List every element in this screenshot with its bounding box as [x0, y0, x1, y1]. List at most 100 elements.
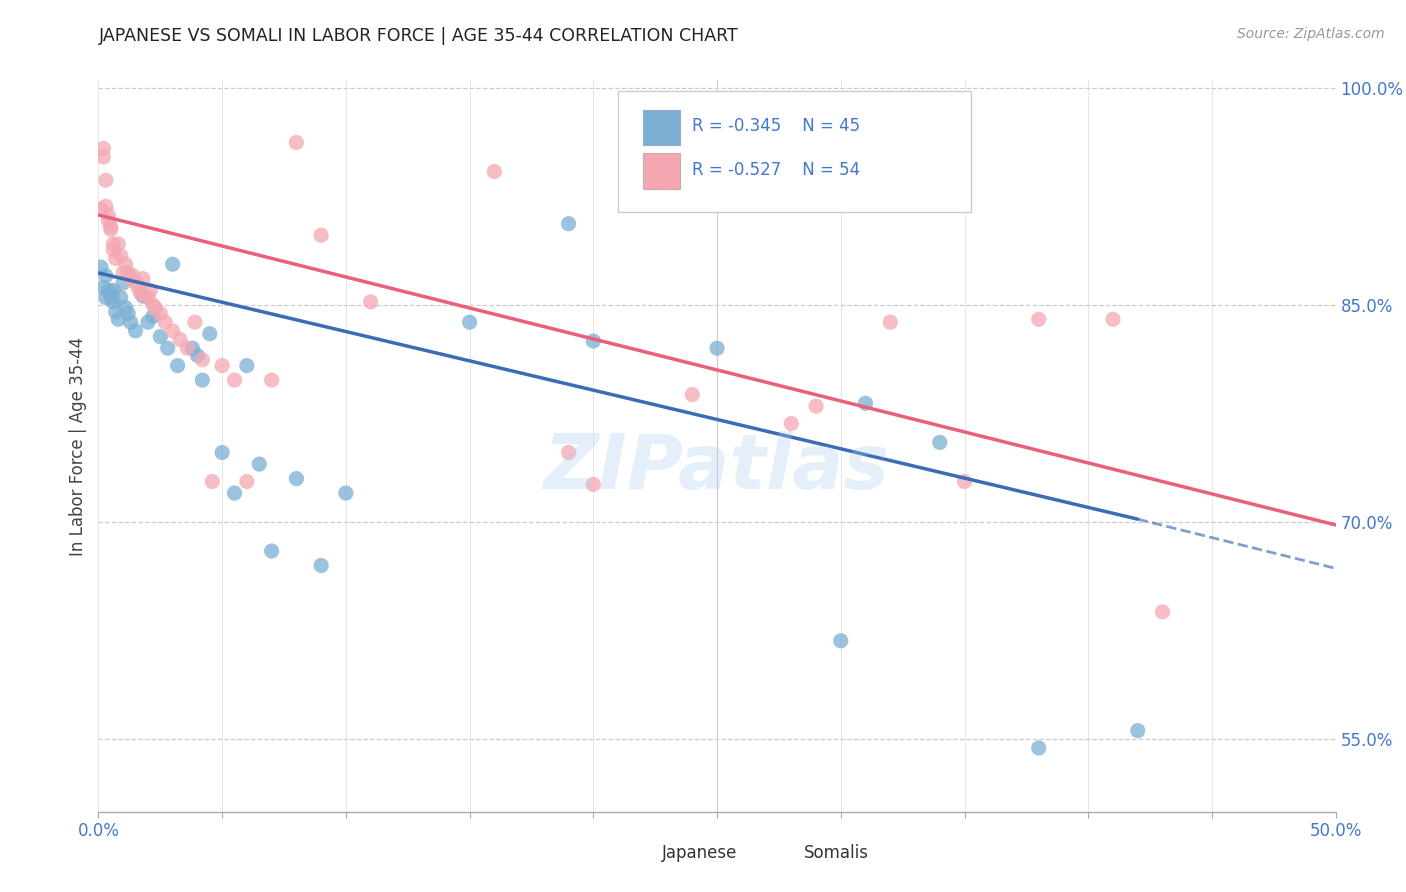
Point [224, 486, 246, 500]
Point [103, 283, 125, 297]
Point [166, 359, 188, 373]
Point [186, 349, 208, 363]
Point [285, 472, 308, 486]
Point [129, 286, 152, 301]
Point [458, 315, 481, 329]
Point [191, 352, 214, 367]
Point [94, 173, 117, 187]
Point [139, 283, 162, 297]
Point [176, 341, 198, 355]
Y-axis label: In Labor Force | Age 35-44: In Labor Force | Age 35-44 [69, 336, 87, 556]
Point [162, 324, 184, 338]
Text: Somalis: Somalis [804, 845, 869, 863]
Point [184, 315, 207, 329]
Point [681, 387, 703, 401]
Point [112, 276, 135, 290]
Point [953, 475, 976, 489]
Point [100, 286, 122, 301]
Point [335, 486, 357, 500]
Point [114, 301, 136, 315]
Point [90, 202, 112, 217]
Point [103, 243, 125, 257]
Point [97, 283, 120, 297]
Point [120, 315, 142, 329]
Point [1126, 723, 1149, 738]
Point [169, 333, 191, 347]
Point [582, 477, 605, 491]
Point [582, 334, 605, 348]
Point [112, 266, 135, 280]
Point [780, 417, 803, 431]
Point [155, 315, 177, 329]
Point [97, 214, 120, 228]
Point [100, 291, 122, 305]
Point [107, 236, 129, 251]
Point [360, 294, 382, 309]
Point [134, 289, 156, 303]
Point [94, 199, 117, 213]
Point [100, 222, 122, 236]
FancyBboxPatch shape [643, 110, 681, 145]
Point [117, 266, 139, 280]
Point [162, 257, 184, 271]
Point [830, 633, 852, 648]
Point [211, 359, 233, 373]
Text: R = -0.527    N = 54: R = -0.527 N = 54 [692, 161, 860, 179]
Point [149, 306, 172, 320]
Point [104, 252, 127, 266]
Point [156, 341, 179, 355]
Point [110, 291, 132, 305]
Point [211, 445, 233, 459]
Point [136, 291, 159, 305]
Point [201, 475, 224, 489]
Point [124, 275, 146, 289]
Point [1152, 605, 1174, 619]
Point [706, 341, 728, 355]
Point [110, 248, 132, 262]
Point [1028, 741, 1050, 756]
Point [107, 312, 129, 326]
Point [132, 271, 155, 285]
Point [142, 310, 165, 324]
Point [93, 150, 115, 164]
Point [122, 268, 145, 283]
Point [136, 315, 159, 329]
Point [100, 219, 122, 234]
Point [855, 396, 877, 410]
Point [181, 341, 204, 355]
Point [247, 457, 270, 471]
Point [104, 305, 127, 319]
Point [103, 236, 125, 251]
Point [149, 329, 172, 343]
Point [97, 208, 120, 222]
Point [309, 558, 332, 573]
Point [93, 141, 115, 155]
Point [236, 475, 259, 489]
Point [117, 306, 139, 320]
Point [285, 136, 308, 150]
Point [93, 280, 115, 294]
Point [94, 268, 117, 283]
Point [198, 326, 221, 341]
Point [804, 399, 827, 413]
Text: ZIPatlas: ZIPatlas [544, 431, 890, 505]
Point [224, 373, 246, 387]
Text: JAPANESE VS SOMALI IN LABOR FORCE | AGE 35-44 CORRELATION CHART: JAPANESE VS SOMALI IN LABOR FORCE | AGE … [98, 27, 738, 45]
FancyBboxPatch shape [619, 847, 652, 874]
Point [94, 291, 117, 305]
Point [1102, 312, 1125, 326]
Point [928, 435, 950, 450]
Point [114, 257, 136, 271]
Point [103, 294, 125, 309]
Text: R = -0.345    N = 45: R = -0.345 N = 45 [692, 118, 860, 136]
Point [143, 301, 166, 315]
Point [879, 315, 901, 329]
Point [142, 298, 165, 312]
Point [557, 217, 579, 231]
Point [260, 544, 283, 558]
Point [484, 164, 506, 178]
Text: Japanese: Japanese [661, 845, 737, 863]
Text: Source: ZipAtlas.com: Source: ZipAtlas.com [1237, 27, 1385, 41]
FancyBboxPatch shape [761, 847, 794, 874]
FancyBboxPatch shape [619, 91, 970, 212]
